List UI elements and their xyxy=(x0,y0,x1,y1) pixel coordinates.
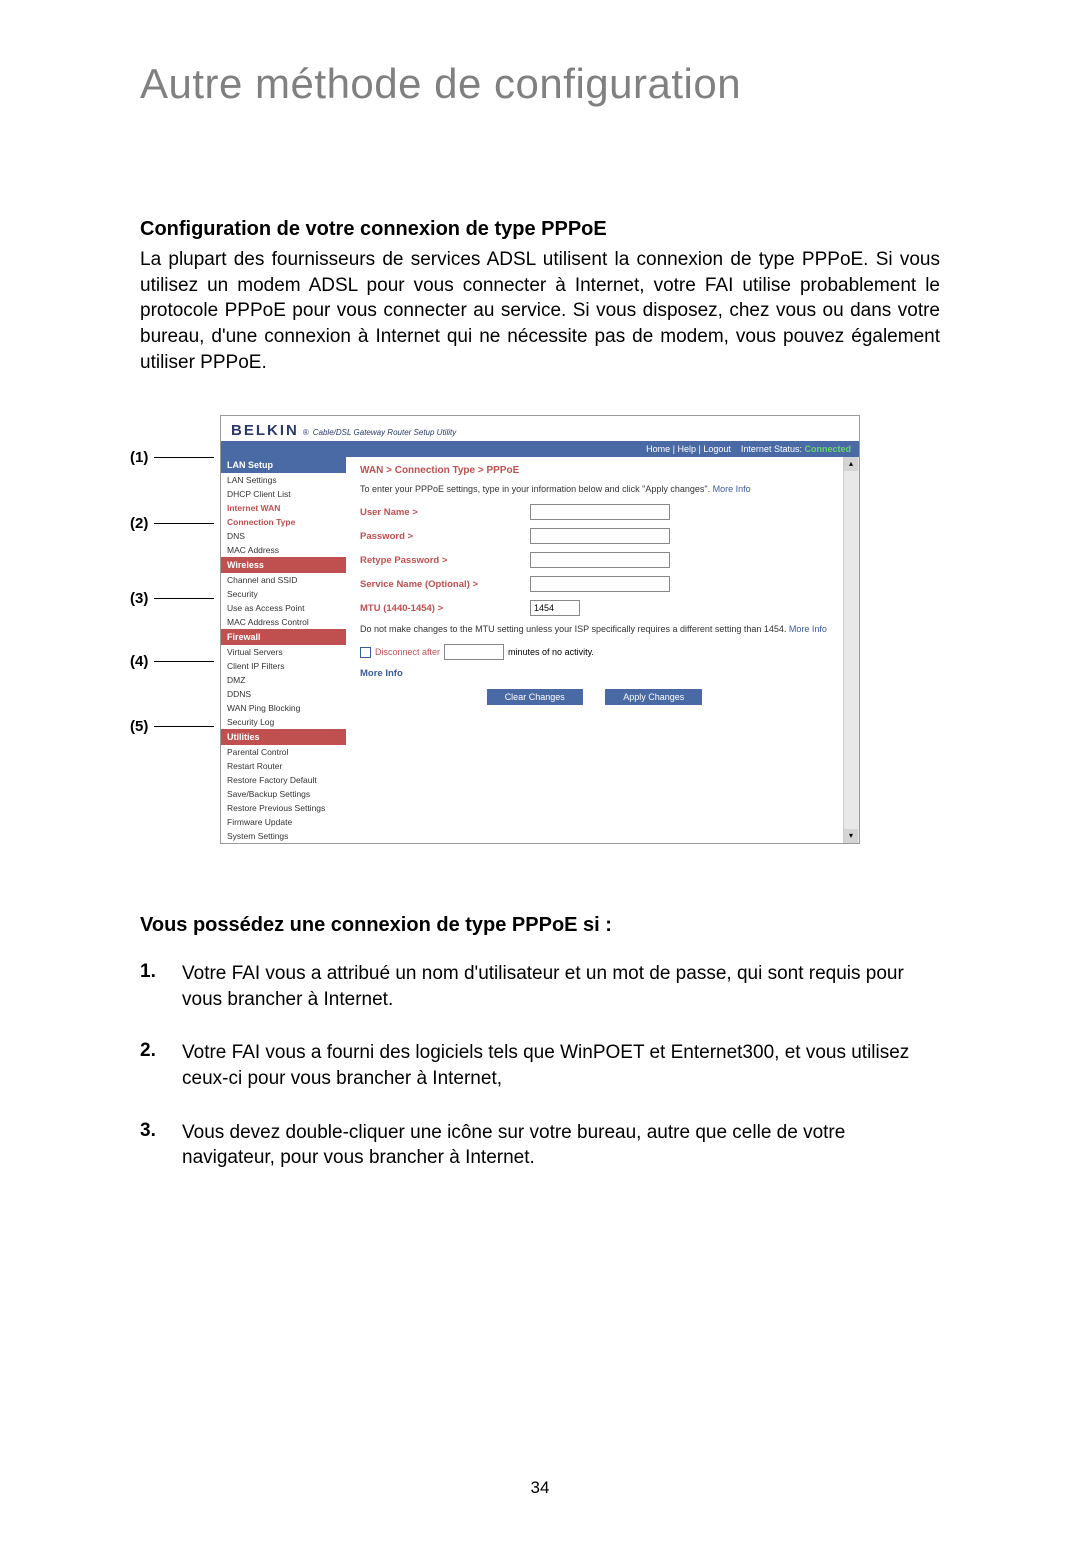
sidebar-item[interactable]: Internet WAN xyxy=(221,501,346,515)
apply-changes-button[interactable]: Apply Changes xyxy=(605,689,702,705)
sidebar-item[interactable]: Restore Previous Settings xyxy=(221,801,346,815)
sidebar-section: Wireless xyxy=(221,557,346,573)
sidebar-item[interactable]: DNS xyxy=(221,529,346,543)
sidebar-item[interactable]: Security Log xyxy=(221,715,346,729)
disconnect-checkbox[interactable] xyxy=(360,647,371,658)
more-info-link[interactable]: More Info xyxy=(713,484,751,494)
list-item: 1. Votre FAI vous a attribué un nom d'uti… xyxy=(140,961,940,1012)
sidebar-item[interactable]: Save/Backup Settings xyxy=(221,787,346,801)
mtu-note-text: Do not make changes to the MTU setting u… xyxy=(360,624,789,634)
callout-2: (2) xyxy=(130,515,214,532)
field-label: Password > xyxy=(360,531,520,542)
more-info-link-2[interactable]: More Info xyxy=(360,668,829,679)
sidebar-item[interactable]: MAC Address Control xyxy=(221,615,346,629)
sidebar-item[interactable]: DDNS xyxy=(221,687,346,701)
mtu-label: MTU (1440-1454) > xyxy=(360,603,520,614)
sidebar-section: Utilities xyxy=(221,729,346,745)
field-label: Service Name (Optional) > xyxy=(360,579,520,590)
router-ui: BELKIN ® Cable/DSL Gateway Router Setup U… xyxy=(220,415,860,844)
list-number: 1. xyxy=(140,961,164,1012)
scroll-up-icon[interactable]: ▴ xyxy=(844,457,858,471)
brand-reg: ® xyxy=(303,428,309,437)
scroll-down-icon[interactable]: ▾ xyxy=(844,829,858,843)
topbar-links[interactable]: Home | Help | Logout xyxy=(646,444,731,454)
sidebar-item[interactable]: Connection Type xyxy=(221,515,346,529)
scrollbar[interactable]: ▴ ▾ xyxy=(843,457,859,843)
field-input-1[interactable] xyxy=(530,528,670,544)
breadcrumb: WAN > Connection Type > PPPoE xyxy=(360,465,829,476)
callout-5: (5) xyxy=(130,718,214,735)
brand-logo: BELKIN xyxy=(231,422,299,439)
sidebar-item[interactable]: WAN Ping Blocking xyxy=(221,701,346,715)
disconnect-suffix: minutes of no activity. xyxy=(508,647,594,657)
field-label: Retype Password > xyxy=(360,555,520,566)
sub-heading: Vous possédez une connexion de type PPPo… xyxy=(140,914,940,937)
router-screenshot: (1)(2)(3)(4)(5) BELKIN® Cable/DSL Gatewa… xyxy=(220,415,860,844)
sidebar-item[interactable]: LAN Settings xyxy=(221,473,346,487)
sidebar-item[interactable]: System Settings xyxy=(221,829,346,843)
brand-subtitle: Cable/DSL Gateway Router Setup Utility xyxy=(313,428,456,437)
status-label: Internet Status: xyxy=(741,444,802,454)
sidebar-item[interactable]: MAC Address xyxy=(221,543,346,557)
callout-4: (4) xyxy=(130,653,214,670)
mtu-more-info-link[interactable]: More Info xyxy=(789,624,827,634)
sidebar-item[interactable]: Use as Access Point xyxy=(221,601,346,615)
field-label: User Name > xyxy=(360,507,520,518)
sidebar-item[interactable]: Security xyxy=(221,587,346,601)
sidebar-item[interactable]: Firmware Update xyxy=(221,815,346,829)
sidebar-item[interactable]: Parental Control xyxy=(221,745,346,759)
callout-3: (3) xyxy=(130,590,214,607)
list-text: Vous devez double-cliquer une icône sur … xyxy=(182,1120,940,1171)
main-panel: WAN > Connection Type > PPPoE To enter y… xyxy=(346,457,843,843)
sidebar-item[interactable]: DMZ xyxy=(221,673,346,687)
page-title: Autre méthode de configuration xyxy=(140,60,940,108)
router-header: BELKIN ® Cable/DSL Gateway Router Setup U… xyxy=(221,416,859,441)
list-item: 2. Votre FAI vous a fourni des logiciels … xyxy=(140,1040,940,1091)
mtu-note: Do not make changes to the MTU setting u… xyxy=(360,624,829,634)
field-input-3[interactable] xyxy=(530,576,670,592)
disconnect-minutes-input[interactable] xyxy=(444,644,504,660)
sidebar-item[interactable]: DHCP Client List xyxy=(221,487,346,501)
list-number: 3. xyxy=(140,1120,164,1171)
sidebar-item[interactable]: Client IP Filters xyxy=(221,659,346,673)
list-number: 2. xyxy=(140,1040,164,1091)
sidebar: LAN SetupLAN SettingsDHCP Client ListInt… xyxy=(221,457,346,843)
sidebar-item[interactable]: Channel and SSID xyxy=(221,573,346,587)
list-text: Votre FAI vous a attribué un nom d'utili… xyxy=(182,961,940,1012)
page-number: 34 xyxy=(531,1478,550,1498)
mtu-input[interactable] xyxy=(530,600,580,616)
sidebar-section: Firewall xyxy=(221,629,346,645)
field-input-0[interactable] xyxy=(530,504,670,520)
status-value: Connected xyxy=(804,444,851,454)
section-heading: Configuration de votre connexion de type… xyxy=(140,218,940,241)
sidebar-item[interactable]: Restart Router xyxy=(221,759,346,773)
instruction-text: To enter your PPPoE settings, type in yo… xyxy=(360,484,829,494)
topbar: Home | Help | Logout Internet Status: Co… xyxy=(221,441,859,457)
intro-paragraph: La plupart des fournisseurs de services … xyxy=(140,247,940,375)
list-item: 3. Vous devez double-cliquer une icône su… xyxy=(140,1120,940,1171)
callout-1: (1) xyxy=(130,449,214,466)
sidebar-item[interactable]: Restore Factory Default xyxy=(221,773,346,787)
instruct-pre: To enter your PPPoE settings, type in yo… xyxy=(360,484,713,494)
clear-changes-button[interactable]: Clear Changes xyxy=(487,689,583,705)
disconnect-label: Disconnect after xyxy=(375,647,440,657)
list-text: Votre FAI vous a fourni des logiciels te… xyxy=(182,1040,940,1091)
field-input-2[interactable] xyxy=(530,552,670,568)
sidebar-item[interactable]: Virtual Servers xyxy=(221,645,346,659)
sidebar-section: LAN Setup xyxy=(221,457,346,473)
